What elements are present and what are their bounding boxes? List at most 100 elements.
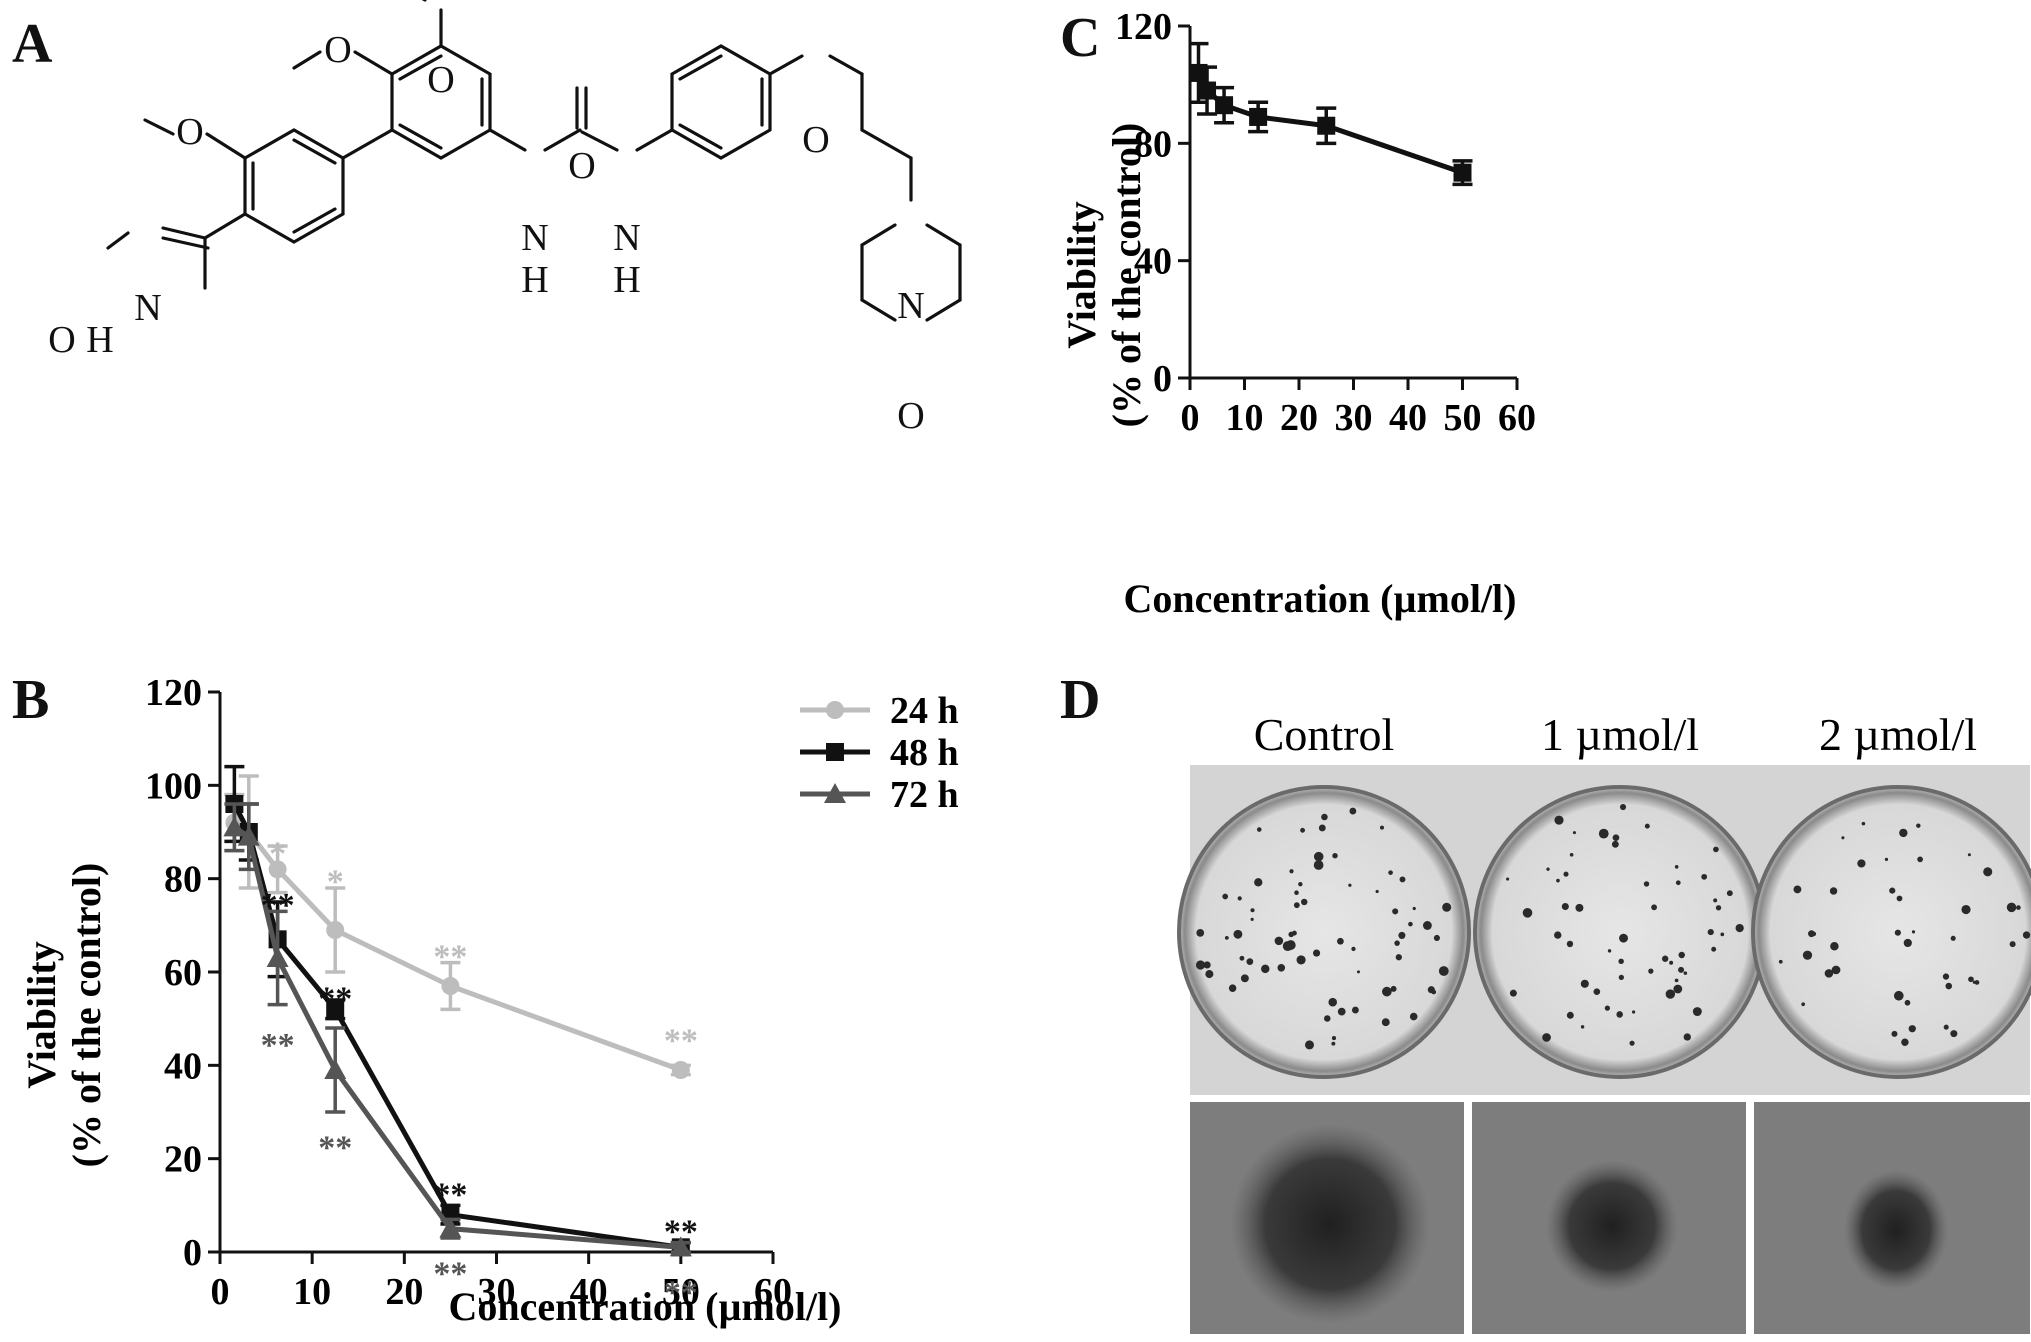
colony-dot [1841, 836, 1845, 840]
colony-dot [1561, 902, 1569, 911]
colony-dot [1580, 979, 1589, 988]
colony-dot [1894, 929, 1901, 936]
colony-dot [1629, 1040, 1635, 1046]
chart-c-point [1198, 81, 1217, 100]
atom-o-ring-methoxy: O [176, 111, 203, 153]
colony-dot [1802, 950, 1813, 960]
colony-dot [1506, 877, 1510, 881]
colony-dot [1580, 1025, 1585, 1029]
chart-b-ytick-label: 100 [145, 765, 202, 807]
chart-b-point [237, 825, 260, 846]
colony-dot [1793, 885, 1802, 894]
chart-b-significance-mark: ** [433, 1256, 467, 1293]
chart-b-ytick-label: 20 [164, 1139, 202, 1181]
chart-b-xlabel: Concentration (µmol/l) [449, 1284, 842, 1329]
chemical-structure: O O O O H N N H N H O O N O [48, 0, 962, 437]
colony-dot [1893, 990, 1904, 1001]
atom-o-hydroxyl: O [48, 319, 75, 361]
chart-b-significance-mark: ** [433, 938, 467, 975]
atom-n-urea-1: N [521, 217, 548, 259]
colony-dot [1808, 930, 1815, 938]
colony-dot [1566, 940, 1574, 948]
chart-b-point [268, 860, 287, 879]
chart-c-xlabel: Concentration (µmol/l) [1124, 576, 1517, 621]
chart-b-xtick-label: 10 [293, 1271, 331, 1313]
colony-dot [1619, 933, 1628, 943]
colony-dot [1195, 960, 1206, 970]
colony-dot [1351, 946, 1356, 952]
colony-dot [1726, 890, 1733, 897]
colony-dot [1566, 1011, 1574, 1019]
colony-dot [1604, 1005, 1611, 1011]
colony-dot [1337, 937, 1344, 945]
colony-dot [1228, 984, 1237, 992]
colony-dot [1968, 976, 1974, 983]
colony-dot [1908, 1025, 1916, 1033]
colony-dot [1409, 1012, 1418, 1021]
colony-dot [1289, 869, 1294, 874]
colony-dot [1554, 815, 1564, 825]
colony-dot [1575, 903, 1584, 912]
colony-dot [1237, 896, 1242, 901]
colony-dot [1313, 860, 1324, 870]
chart-b-point [266, 947, 289, 967]
colony-dot [1298, 881, 1303, 887]
colony-1umol [1546, 1160, 1678, 1292]
colony-dot [1675, 880, 1681, 886]
colony-dot [1381, 1018, 1390, 1027]
chart-b-significance-mark: ** [433, 1176, 467, 1213]
colony-dot [1205, 970, 1214, 979]
colony-dot [1412, 906, 1416, 911]
colony-dot [1889, 887, 1896, 894]
colony-dot [1643, 881, 1650, 887]
atom-o-morpholine: O [897, 395, 924, 437]
colony-dot [1332, 852, 1338, 859]
colony-dot [1961, 904, 1971, 915]
chart-b-significance-mark: ** [261, 887, 295, 924]
colony-dot [1337, 1007, 1346, 1016]
atom-n-oxime: N [134, 287, 161, 329]
colony-dot [1904, 999, 1911, 1006]
colony-dot [1715, 905, 1722, 911]
chart-b-point [671, 1061, 690, 1079]
colony-dot [1556, 878, 1560, 883]
colony-dot [1246, 958, 1254, 965]
chart-c-point [1317, 116, 1336, 135]
chart-c-ytick-label: 120 [1115, 6, 1172, 48]
colony-dot [1250, 908, 1255, 913]
panel-d-label-2umol: 2 µmol/l [1819, 709, 1977, 760]
colony-dot [1942, 973, 1950, 980]
colony-dot [1293, 902, 1300, 909]
chart-b-xtick-label: 30 [478, 1271, 516, 1313]
colony-dot [1331, 1041, 1336, 1046]
chart-b-point [441, 977, 460, 995]
colony-dot [1399, 876, 1406, 883]
colony-dot [1616, 1011, 1623, 1018]
chart-c-ylabel: Viability [1060, 201, 1104, 348]
panel-label-c: C [1060, 7, 1101, 69]
colony-dot [1392, 908, 1399, 915]
colony-dot [1239, 955, 1245, 961]
colony-dot [1857, 859, 1866, 868]
colony-dot [1379, 825, 1384, 830]
colony-dot [1950, 1030, 1958, 1038]
colony-dot [1572, 831, 1576, 835]
colony-dot [1683, 1033, 1691, 1041]
colony-dot [1569, 852, 1574, 857]
colony-dot [1196, 929, 1205, 937]
panel-d-label-control: Control [1254, 709, 1395, 760]
chart-b-legend-marker [826, 701, 844, 719]
panel-label-a: A [12, 13, 53, 75]
colony-dot [1250, 917, 1254, 921]
chart-b-legend-label: 48 h [890, 732, 959, 774]
colony-dot [1972, 980, 1976, 984]
chart-c: Viability (% of the control) Concentrati… [1060, 6, 1536, 621]
chart-b-ylabel2: (% of the control) [64, 863, 109, 1168]
chart-b-significance-mark: * [327, 864, 344, 901]
colony-2umol [1844, 1170, 1948, 1290]
atom-o-methoxy-2: O [324, 29, 351, 71]
chart-c-xtick-label: 20 [1280, 397, 1318, 439]
colony-dot [1375, 889, 1379, 894]
colony-dot [1351, 1006, 1359, 1014]
colony-dot [1427, 923, 1432, 928]
